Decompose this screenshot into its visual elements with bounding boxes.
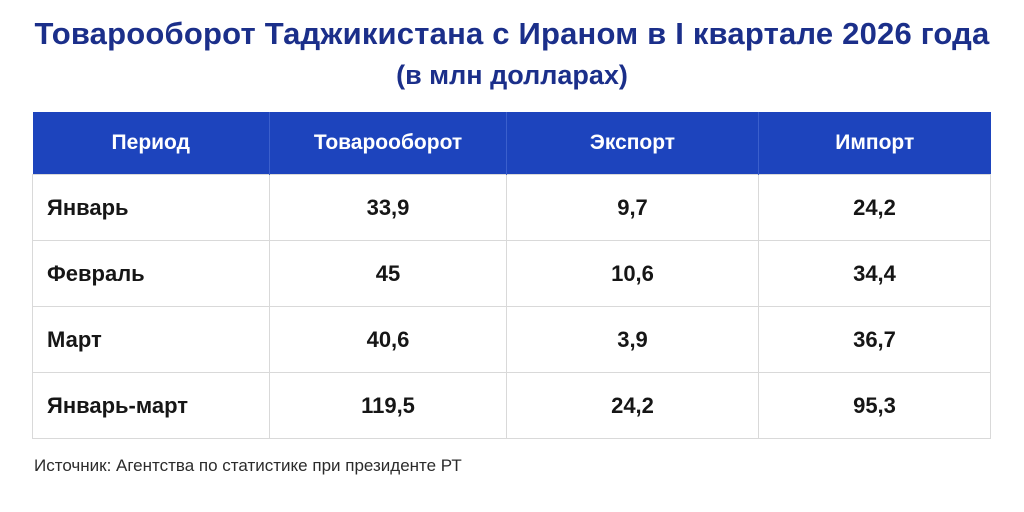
cell-export: 24,2 (506, 372, 759, 439)
header-export: Экспорт (506, 112, 759, 175)
cell-period: Март (32, 306, 270, 373)
page-title: Товарооборот Таджикистана с Ираном в I к… (34, 16, 990, 51)
cell-period: Январь-март (32, 372, 270, 439)
cell-turnover: 33,9 (269, 174, 507, 241)
cell-export: 10,6 (506, 240, 759, 307)
cell-import: 95,3 (758, 372, 991, 439)
cell-export: 3,9 (506, 306, 759, 373)
header-turnover: Товарооборот (269, 112, 507, 175)
table-row: Январь-март 119,5 24,2 95,3 (32, 372, 991, 439)
cell-import: 34,4 (758, 240, 991, 307)
cell-period: Февраль (32, 240, 270, 307)
cell-turnover: 40,6 (269, 306, 507, 373)
cell-export: 9,7 (506, 174, 759, 241)
cell-turnover: 119,5 (269, 372, 507, 439)
table-header-row: Период Товарооборот Экспорт Импорт (32, 112, 991, 175)
header-import: Импорт (758, 112, 991, 175)
trade-table: Период Товарооборот Экспорт Импорт Январ… (32, 112, 991, 439)
cell-turnover: 45 (269, 240, 507, 307)
source-note: Источник: Агентства по статистике при пр… (34, 456, 462, 475)
header-period: Период (32, 112, 270, 175)
cell-period: Январь (32, 174, 270, 241)
table-row: Февраль 45 10,6 34,4 (32, 240, 991, 307)
cell-import: 36,7 (758, 306, 991, 373)
cell-import: 24,2 (758, 174, 991, 241)
table-row: Январь 33,9 9,7 24,2 (32, 174, 991, 241)
table-row: Март 40,6 3,9 36,7 (32, 306, 991, 373)
page-subtitle: (в млн долларах) (396, 60, 628, 90)
